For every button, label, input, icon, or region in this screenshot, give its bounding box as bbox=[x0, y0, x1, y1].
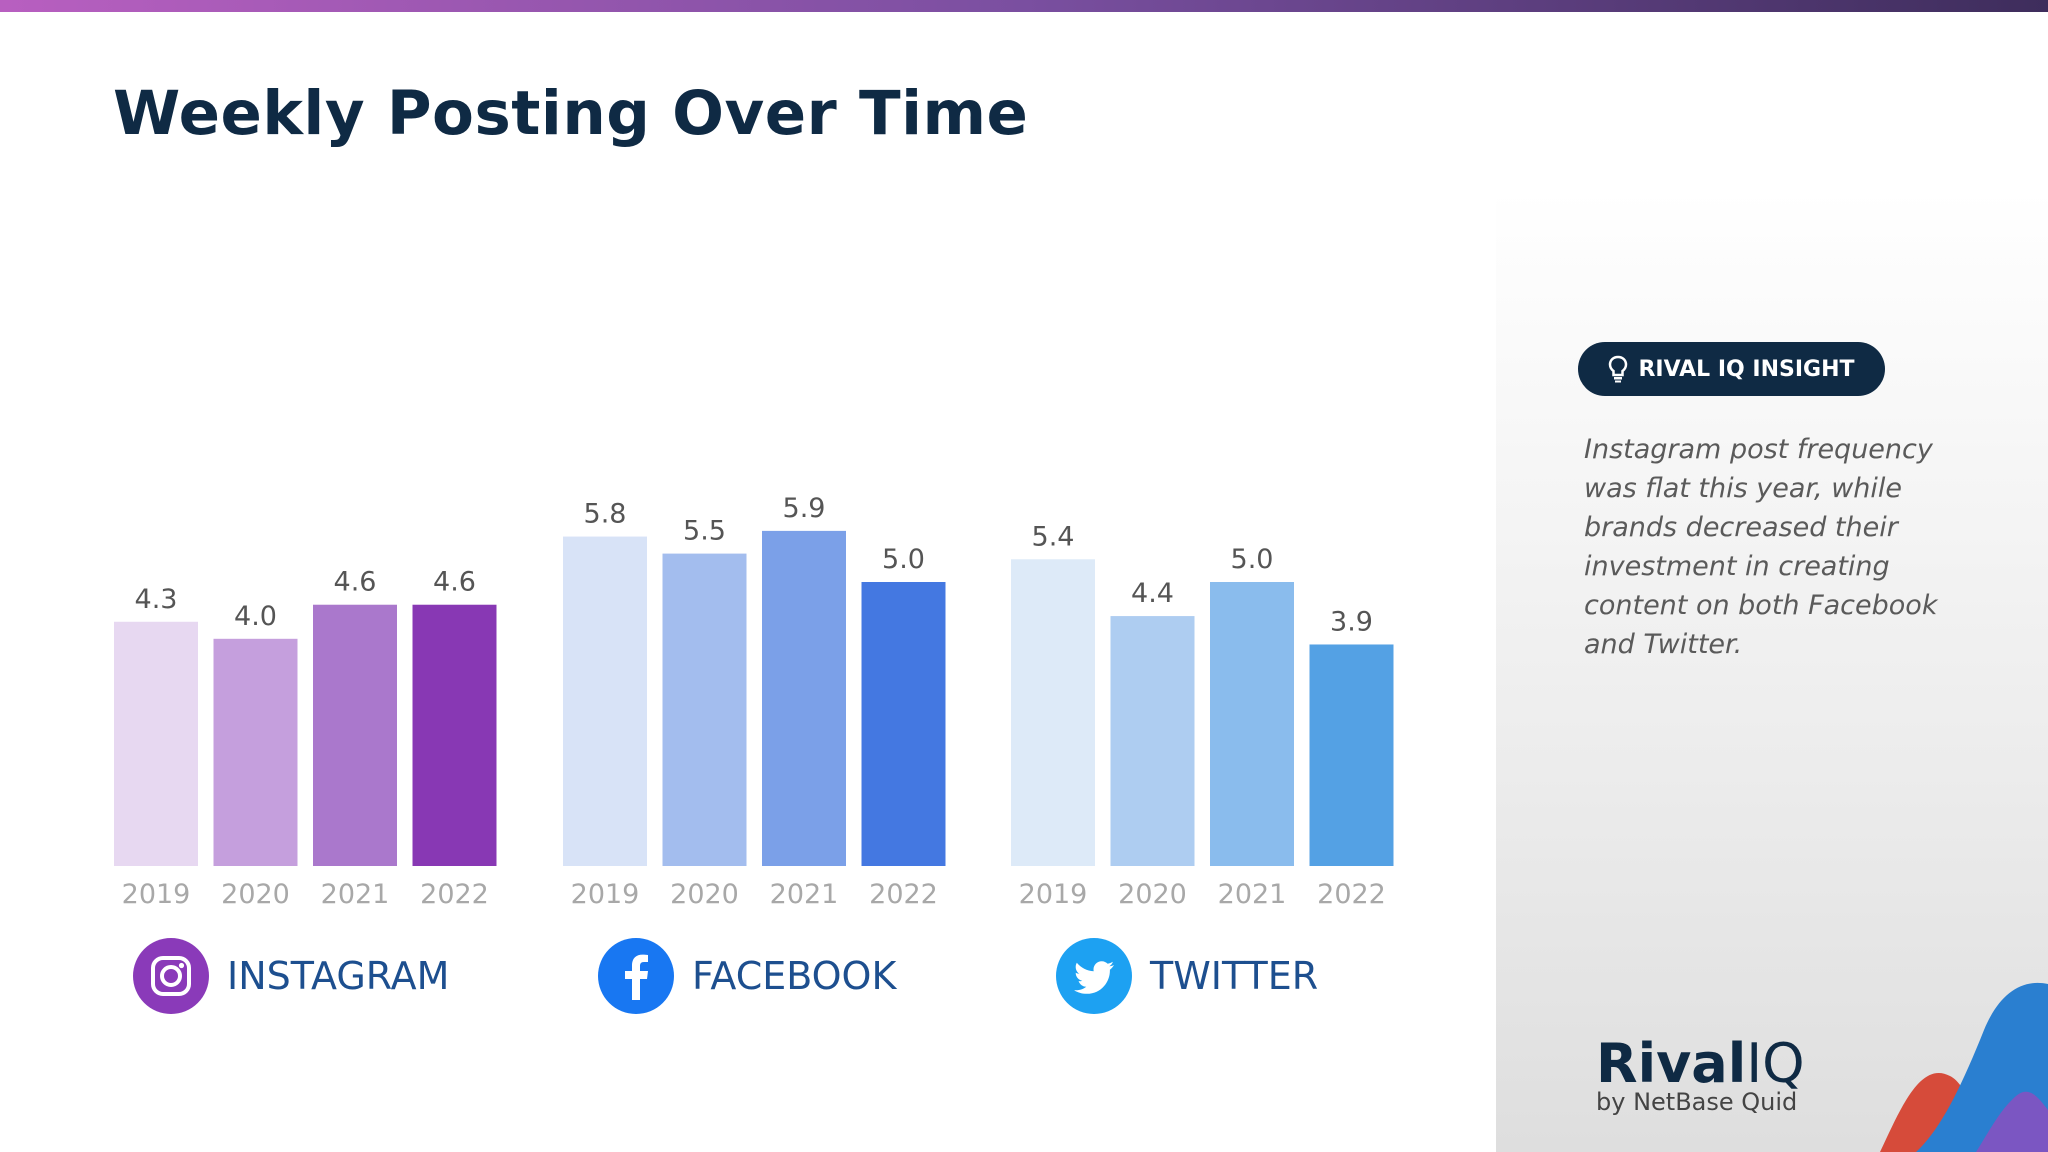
tick-label-instagram-2019: 2019 bbox=[122, 879, 191, 910]
rival-iq-logo: RivalIQ by NetBase Quid bbox=[1596, 1036, 1805, 1117]
bar-facebook-2019 bbox=[563, 536, 647, 866]
tick-label-facebook-2020: 2020 bbox=[670, 879, 739, 910]
data-label-facebook-2021: 5.9 bbox=[783, 493, 826, 524]
logo-subtext: by NetBase Quid bbox=[1596, 1088, 1798, 1116]
tick-label-instagram-2021: 2021 bbox=[321, 879, 390, 910]
bar-instagram-2019 bbox=[114, 621, 198, 866]
twitter-icon bbox=[1056, 938, 1132, 1014]
tick-label-facebook-2021: 2021 bbox=[770, 879, 839, 910]
page-title: Weekly Posting Over Time bbox=[113, 78, 1029, 149]
insight-badge-label: RIVAL IQ INSIGHT bbox=[1638, 356, 1855, 382]
bar-twitter-2022 bbox=[1309, 644, 1394, 866]
data-label-facebook-2020: 5.5 bbox=[683, 516, 726, 547]
tick-label-twitter-2020: 2020 bbox=[1118, 879, 1187, 910]
data-label-instagram-2019: 4.3 bbox=[135, 584, 178, 615]
bar-instagram-2021 bbox=[313, 604, 397, 866]
platform-label-twitter: TWITTER bbox=[1056, 938, 1318, 1014]
tick-label-instagram-2020: 2020 bbox=[221, 879, 290, 910]
data-label-twitter-2019: 5.4 bbox=[1032, 521, 1075, 552]
bar-facebook-2020 bbox=[662, 553, 747, 866]
data-label-instagram-2021: 4.6 bbox=[334, 567, 377, 598]
insight-text: Instagram post frequency was flat this y… bbox=[1584, 434, 1938, 660]
tick-label-facebook-2022: 2022 bbox=[869, 879, 938, 910]
bar-twitter-2019 bbox=[1011, 559, 1095, 866]
bar-instagram-2020 bbox=[213, 638, 298, 866]
top-accent-strip bbox=[0, 0, 2048, 12]
tick-label-facebook-2019: 2019 bbox=[571, 879, 640, 910]
insight-badge: RIVAL IQ INSIGHT bbox=[1578, 342, 1885, 396]
logo-iq-text: IQ bbox=[1746, 1032, 1805, 1095]
bar-facebook-2022 bbox=[861, 582, 946, 866]
platform-label-instagram: INSTAGRAM bbox=[133, 938, 449, 1014]
decorative-waves bbox=[1880, 982, 2048, 1152]
platform-name-twitter: TWITTER bbox=[1150, 954, 1319, 998]
data-label-facebook-2022: 5.0 bbox=[882, 544, 925, 575]
data-label-twitter-2021: 5.0 bbox=[1231, 544, 1274, 575]
data-label-instagram-2022: 4.6 bbox=[433, 567, 476, 598]
data-label-twitter-2020: 4.4 bbox=[1131, 578, 1174, 609]
facebook-icon bbox=[598, 938, 674, 1014]
bar-instagram-2022 bbox=[412, 604, 497, 866]
data-label-instagram-2020: 4.0 bbox=[234, 601, 277, 632]
bar-twitter-2020 bbox=[1110, 616, 1195, 866]
platform-name-facebook: FACEBOOK bbox=[692, 954, 897, 998]
tick-label-instagram-2022: 2022 bbox=[420, 879, 489, 910]
platform-name-instagram: INSTAGRAM bbox=[227, 954, 450, 998]
tick-label-twitter-2021: 2021 bbox=[1218, 879, 1287, 910]
instagram-icon bbox=[133, 938, 209, 1014]
data-label-twitter-2022: 3.9 bbox=[1330, 606, 1373, 637]
tick-label-twitter-2022: 2022 bbox=[1317, 879, 1386, 910]
platform-label-facebook: FACEBOOK bbox=[598, 938, 896, 1014]
bar-chart: 4.3 2019 4.0 2020 4.6 2021 4.6 2022 5.8 2019 5.5 20… bbox=[114, 493, 1394, 910]
logo-main-text: Rival bbox=[1596, 1032, 1747, 1095]
bar-facebook-2021 bbox=[762, 530, 846, 866]
lightbulb-icon bbox=[1609, 355, 1628, 383]
data-label-facebook-2019: 5.8 bbox=[584, 499, 627, 530]
tick-label-twitter-2019: 2019 bbox=[1019, 879, 1088, 910]
bar-twitter-2021 bbox=[1210, 582, 1294, 866]
